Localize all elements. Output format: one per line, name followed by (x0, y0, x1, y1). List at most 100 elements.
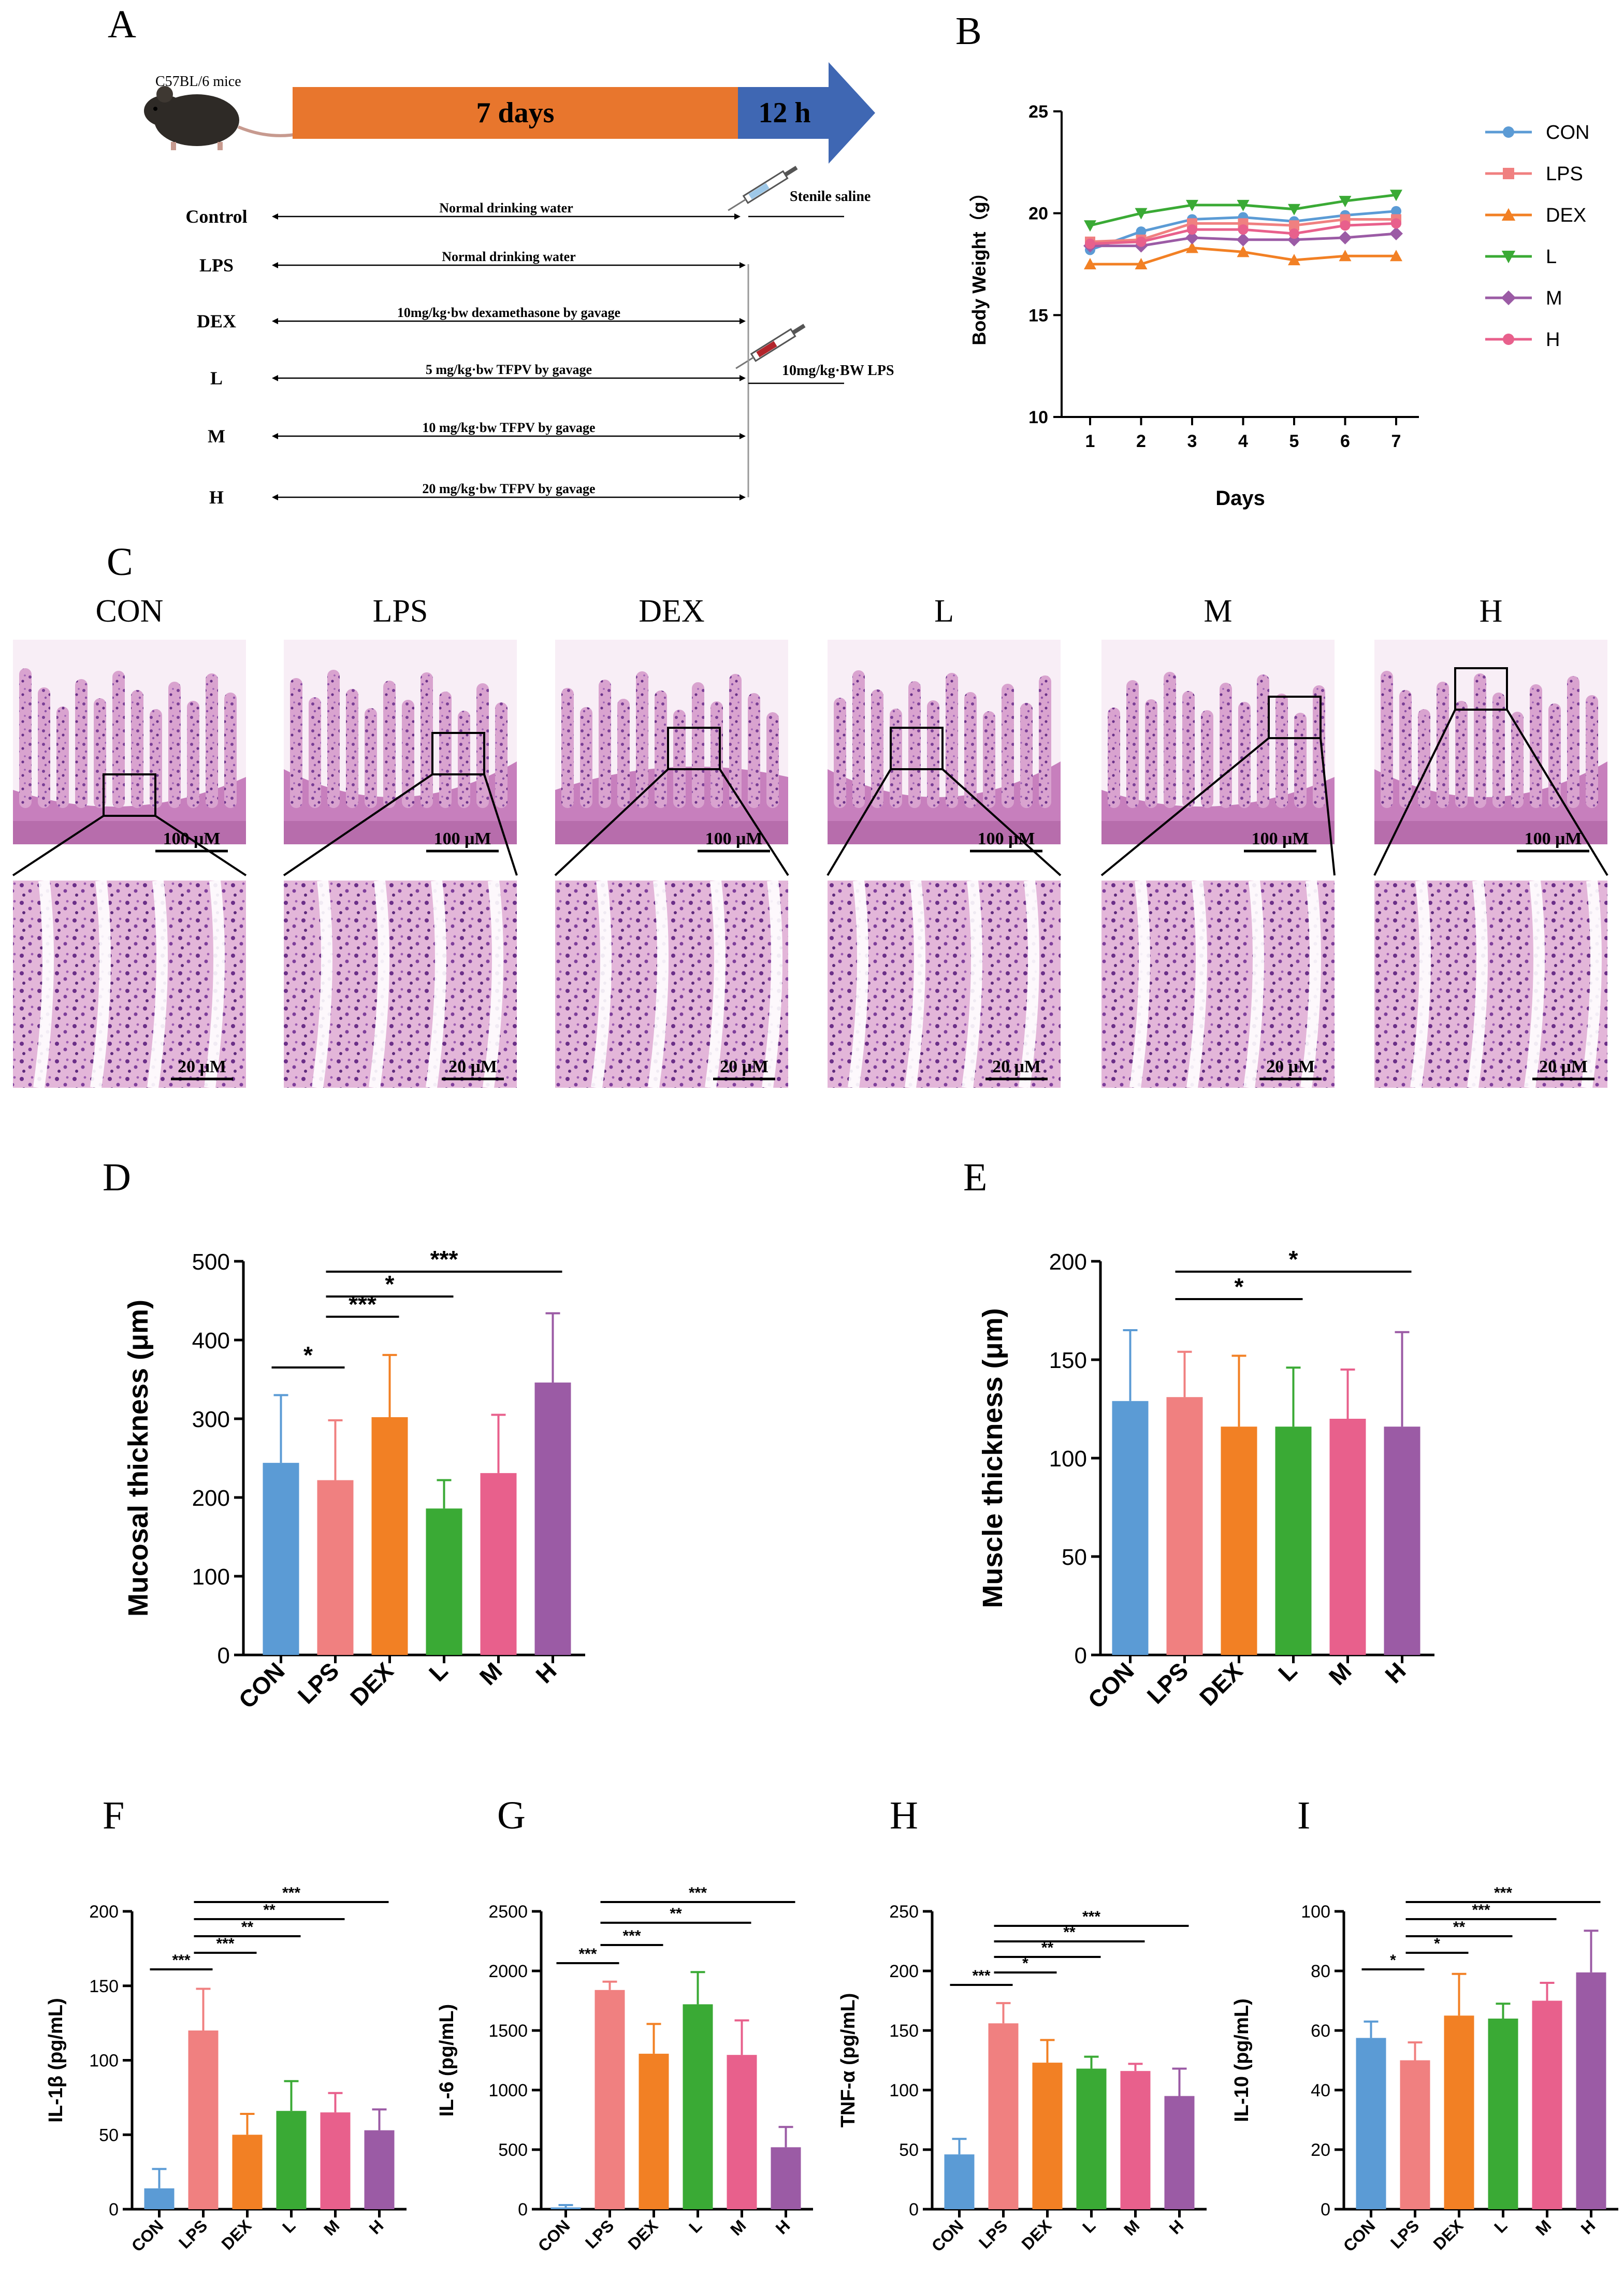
histology-lumen-gap (483, 880, 503, 1089)
il6-bar-chart: 0 500 1000 1500 2000 2500 IL-6 (pg/mL) CON LPS DE… (436, 1884, 813, 2255)
protocol-arrow-head-right (740, 318, 746, 324)
data-point (1501, 290, 1516, 306)
histology-group-title: M (1204, 594, 1232, 629)
x-tick-label: LPS (293, 1657, 344, 1709)
significance-label: *** (1082, 1908, 1100, 1925)
x-tick-label: CON (1340, 2216, 1379, 2255)
histology-zoom-connector (483, 774, 518, 876)
protocol-treatment-text: Normal drinking water (439, 200, 573, 215)
significance-label: ** (241, 1919, 254, 1936)
histology-villus (1039, 675, 1051, 808)
significance-label: *** (430, 1246, 458, 1273)
histology-group-title: H (1480, 594, 1503, 629)
bar-con (1356, 2038, 1386, 2209)
protocol-text-bg (379, 364, 639, 377)
data-point (1389, 227, 1403, 240)
bar-dex (1221, 1427, 1257, 1655)
histology-lumen-gap (369, 880, 389, 1089)
histology-villus (1182, 691, 1195, 808)
histology-group-con: CON 100 μM 20 μM (12, 594, 247, 1089)
significance-label: *** (1494, 1884, 1512, 1902)
x-tick-label: M (474, 1657, 508, 1690)
histology-villus (1126, 680, 1139, 808)
bar-m (480, 1473, 517, 1655)
body-weight-line-chart: 10 15 20 25 1 2 3 4 5 6 7 Days Body Weight（g） CON LPS D… (968, 102, 1589, 510)
histology-group-lps: LPS 100 μM 20 μM (283, 594, 518, 1089)
protocol-arrow-head-right (740, 375, 746, 381)
significance-label: * (1434, 1935, 1440, 1952)
y-tick-label: 200 (89, 1902, 119, 1922)
histology-villus (1220, 683, 1232, 808)
significance-label: ** (1453, 1919, 1466, 1936)
histology-zoom-box (667, 727, 721, 770)
histology-scale-label: 100 μM (1525, 829, 1582, 848)
y-axis-label: IL-6 (pg/mL) (436, 2004, 458, 2116)
data-point (1288, 204, 1300, 215)
significance-label: ** (1041, 1939, 1054, 1956)
protocol-group-label: DEX (197, 311, 236, 332)
bar-l (1076, 2068, 1107, 2209)
histology-villus (890, 709, 902, 808)
x-tick-label: H (530, 1657, 561, 1688)
y-tick-label: 200 (192, 1486, 230, 1511)
histology-villus (1275, 694, 1288, 808)
histology-villus (1474, 673, 1486, 808)
series-l (1084, 190, 1402, 232)
histology-villus (1548, 703, 1561, 808)
histology-villus (1294, 713, 1307, 808)
y-axis-label: Mucosal thickness (μm) (123, 1300, 154, 1617)
x-tick-label: 1 (1085, 431, 1095, 451)
timeline-days-label: 7 days (476, 97, 555, 129)
histology-lumen-gap (1581, 880, 1602, 1089)
histology-villus (1511, 712, 1524, 808)
y-tick-label: 0 (518, 2200, 528, 2220)
x-tick-label: M (1120, 2216, 1143, 2239)
x-tick-label: LPS (975, 2216, 1011, 2252)
histology-villus (599, 680, 611, 808)
histology-villus (75, 679, 88, 808)
y-tick-label: 0 (218, 1643, 230, 1668)
y-tick-label: 15 (1028, 306, 1048, 325)
histology-villus (729, 674, 742, 808)
bar-m (1120, 2071, 1151, 2209)
y-axis-label: Muscle thickness (μm) (977, 1308, 1008, 1608)
histology-villus (964, 692, 977, 808)
x-tick-label: CON (928, 2216, 967, 2255)
panel-letter-b: B (955, 9, 982, 53)
panel-letter-f: F (103, 1794, 124, 1837)
protocol-arrow-head-left (272, 375, 278, 381)
significance-label: *** (216, 1935, 234, 1952)
protocol-arrow-head-right (734, 213, 741, 220)
bar-dex (1032, 2063, 1063, 2209)
x-tick-label: L (1079, 2216, 1099, 2236)
significance-label: ** (670, 1905, 682, 1922)
y-tick-label: 150 (89, 1977, 119, 1996)
histology-villus (495, 702, 508, 808)
histology-group-h: H 100 μM 20 μM (1373, 594, 1608, 1089)
histology-villus (1313, 685, 1325, 808)
protocol-arrow-head-right (740, 494, 746, 500)
bar-l (276, 2111, 307, 2209)
histology-lumen-gap (705, 880, 726, 1089)
histology-zoom-connector (1320, 738, 1336, 876)
significance-label: *** (972, 1967, 990, 1984)
protocol-treatment-text: 20 mg/kg·bw TFPV by gavage (422, 481, 595, 496)
data-point (1390, 190, 1402, 201)
protocol-arrow-head-right (740, 433, 746, 439)
significance-label: *** (622, 1927, 641, 1945)
histology-lumen-gap (962, 880, 982, 1089)
legend-label: L (1546, 246, 1557, 268)
protocol-arrow-head-right (740, 262, 746, 268)
data-point (1185, 231, 1199, 244)
histology-lumen-gap (905, 880, 925, 1089)
data-point (1503, 168, 1514, 179)
data-point (1503, 126, 1514, 138)
histology-lumen-gap (648, 880, 669, 1089)
significance-label: * (1390, 1952, 1396, 1969)
data-point (1085, 238, 1095, 249)
histology-villus (673, 710, 686, 808)
histology-zoom-connector (1373, 709, 1456, 876)
histology-zoom-connector (283, 773, 433, 876)
protocol-group-label: L (210, 368, 223, 388)
